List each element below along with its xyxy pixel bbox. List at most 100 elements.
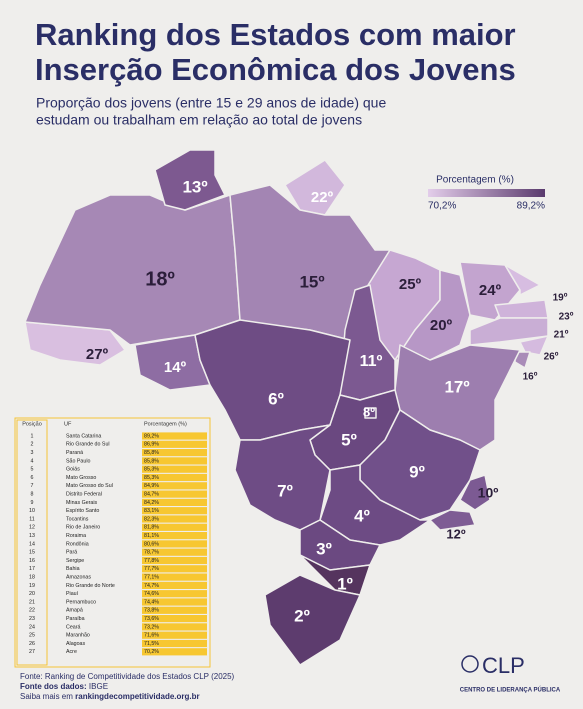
legend-max: 89,2%	[517, 201, 545, 212]
table-position: 24	[29, 624, 35, 630]
percent-cell	[142, 565, 207, 573]
state-rank: 20º	[430, 317, 453, 334]
state	[284, 159, 346, 216]
table-percent: 77,7%	[144, 566, 159, 572]
state-rank: 12º	[446, 526, 465, 541]
table-percent: 78,7%	[144, 550, 159, 556]
state-rank: 1º	[337, 574, 353, 593]
table-position: 2	[31, 442, 34, 448]
table-state: São Paulo	[66, 458, 90, 464]
table-position: 17	[29, 566, 35, 572]
table-percent: 85,3%	[144, 467, 159, 473]
table-position: 1	[31, 433, 34, 439]
percent-cell	[142, 573, 207, 581]
table-state: Espírito Santo	[66, 508, 99, 514]
table-percent: 73,6%	[144, 616, 159, 622]
percent-cell	[142, 515, 207, 523]
table-position: 27	[29, 649, 35, 655]
table-percent: 74,6%	[144, 591, 159, 597]
percent-cell	[142, 432, 207, 440]
legend-min: 70,2%	[428, 201, 456, 212]
state-rank: 26º	[544, 352, 559, 363]
table-position: 22	[29, 608, 35, 614]
table-position: 21	[29, 599, 35, 605]
footer-more: Saiba mais em rankingdecompetitividade.o…	[20, 692, 200, 701]
percent-cell	[142, 465, 207, 473]
percent-cell	[142, 457, 207, 465]
percent-cell	[142, 615, 207, 623]
state-rank: 9º	[409, 462, 425, 481]
state-rank: 5º	[341, 430, 357, 449]
state	[359, 409, 481, 521]
table-state: Amapá	[66, 608, 83, 614]
position-column	[16, 419, 48, 666]
table-percent: 77,8%	[144, 558, 159, 564]
state-rank: 18º	[145, 268, 175, 290]
table-percent: 84,9%	[144, 483, 159, 489]
table-position: 20	[29, 591, 35, 597]
table-header: UF	[64, 421, 72, 427]
percent-cell	[142, 581, 207, 589]
state	[234, 424, 331, 531]
table-percent: 80,6%	[144, 541, 159, 547]
footer-link: rankingdecompetitividade.org.br	[75, 692, 199, 701]
state	[264, 574, 361, 666]
table-state: Sergipe	[66, 558, 84, 564]
state-rank: 15º	[299, 272, 324, 291]
table-position: 9	[31, 500, 34, 506]
state-rank: 6º	[268, 389, 284, 408]
state-rank: 11º	[360, 353, 383, 370]
table-state: Piauí	[66, 591, 79, 597]
table-state: Distrito Federal	[66, 492, 102, 498]
table-state: Alagoas	[66, 641, 85, 647]
percent-cell	[142, 590, 207, 598]
table-state: Amazonas	[66, 575, 91, 581]
percent-cell	[142, 490, 207, 498]
percent-cell	[142, 648, 207, 656]
footer-source: Fonte: Ranking de Competitividade dos Es…	[20, 672, 235, 681]
table-state: Mato Grosso do Sul	[66, 483, 113, 489]
state-rank: 7º	[277, 481, 293, 500]
table-percent: 73,2%	[144, 624, 159, 630]
table-state: Paraíba	[66, 616, 85, 622]
state	[519, 335, 549, 356]
state-rank: 17º	[444, 377, 469, 396]
subtitle: Proporção dos jovens (entre 15 e 29 anos…	[36, 95, 386, 111]
state-rank: 22º	[311, 189, 334, 206]
percent-cell	[142, 631, 207, 639]
table-percent: 84,2%	[144, 500, 159, 506]
table-state: Rio Grande do Norte	[66, 583, 115, 589]
table-percent: 85,3%	[144, 475, 159, 481]
table-state: Goiás	[66, 467, 80, 473]
table-state: Ceará	[66, 624, 80, 630]
state-rank: 16º	[523, 372, 538, 383]
table-state: Pernambuco	[66, 599, 96, 605]
state	[299, 554, 371, 596]
table-state: Tocantins	[66, 516, 89, 522]
table-percent: 82,3%	[144, 516, 159, 522]
state-rank: 24º	[479, 282, 502, 299]
state	[154, 149, 226, 211]
percent-cell	[142, 498, 207, 506]
table-position: 13	[29, 533, 35, 539]
table-position: 15	[29, 550, 35, 556]
table-state: Pará	[66, 550, 77, 556]
table-state: Rio de Janeiro	[66, 525, 100, 531]
state-rank: 3º	[316, 539, 332, 558]
table-position: 18	[29, 575, 35, 581]
percent-cell	[142, 440, 207, 448]
percent-cell	[142, 473, 207, 482]
table-percent: 74,7%	[144, 583, 159, 589]
table-position: 14	[29, 541, 35, 547]
table-state: Minas Gerais	[66, 500, 98, 506]
table-position: 11	[29, 516, 35, 522]
state	[504, 264, 541, 296]
table-percent: 70,2%	[144, 649, 159, 655]
state	[459, 474, 491, 511]
state-rank: 13º	[182, 177, 207, 196]
table-percent: 71,5%	[144, 641, 159, 647]
percent-cell	[142, 639, 207, 648]
table-position: 25	[29, 633, 35, 639]
